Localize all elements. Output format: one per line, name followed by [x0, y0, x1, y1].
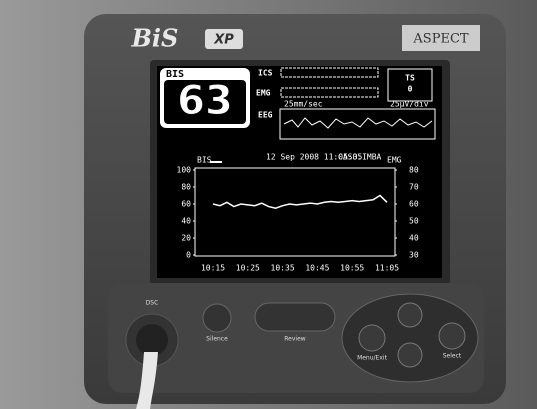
silence-button[interactable]	[203, 304, 231, 332]
chart-subtitle: CASO:IMBA	[338, 153, 382, 162]
y2-tick-label: 40	[409, 234, 419, 243]
x-tick-label: 10:55	[340, 264, 364, 273]
review-button[interactable]	[255, 303, 335, 331]
up-button[interactable]	[398, 303, 422, 327]
x-tick-label: 11:05	[375, 264, 399, 273]
y2-tick-label: 80	[409, 166, 419, 175]
review-label: Review	[284, 336, 306, 343]
bis-value: 63	[177, 78, 233, 124]
eeg-label: EEG	[258, 111, 273, 120]
down-button[interactable]	[398, 343, 422, 367]
sweep-speed: 25mm/sec	[284, 100, 323, 109]
x-tick-label: 10:35	[271, 264, 295, 273]
brand: BiS	[131, 24, 179, 53]
x-tick-label: 10:45	[305, 264, 329, 273]
legend-label: BIS	[197, 156, 212, 165]
ts-value: 0	[408, 85, 413, 94]
x-tick-label: 10:25	[236, 264, 260, 273]
menu-label: Menu/Exit	[357, 355, 388, 362]
y-tick-label: 100	[177, 166, 192, 175]
y-tick-label: 0	[186, 251, 191, 260]
y2-tick-label: 30	[409, 251, 419, 260]
select-button[interactable]	[439, 323, 465, 349]
y-tick-label: 80	[181, 183, 191, 192]
connector	[136, 324, 168, 356]
y2-tick-label: 70	[409, 183, 419, 192]
model: XP	[213, 33, 234, 48]
y2-axis-label: EMG	[387, 156, 402, 165]
y2-tick-label: 50	[409, 217, 419, 226]
ics-label: ICS	[258, 69, 273, 78]
select-label: Select	[443, 353, 462, 360]
y2-tick-label: 60	[409, 200, 419, 209]
x-tick-label: 10:15	[201, 264, 225, 273]
maker: ASPECT	[412, 32, 468, 47]
emg-label: EMG	[256, 89, 271, 98]
silence-label: Silence	[206, 336, 228, 343]
y-tick-label: 20	[181, 234, 191, 243]
y-tick-label: 60	[181, 200, 191, 209]
menu-button[interactable]	[359, 325, 385, 351]
y-tick-label: 40	[181, 217, 191, 226]
photo: BiS XP ASPECT BIS 63 ICS EMG EEG 25mm/se…	[0, 0, 537, 409]
ts-label: TS	[405, 74, 415, 83]
dsc-label: DSC	[146, 300, 159, 307]
